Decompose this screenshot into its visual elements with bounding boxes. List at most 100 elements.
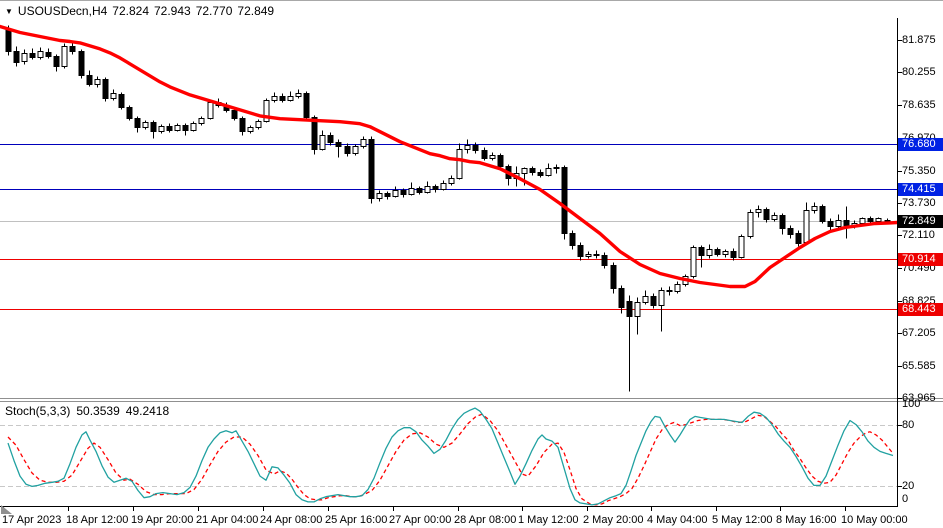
stoch-axis-label: 80 xyxy=(902,419,915,431)
candle-bull xyxy=(255,121,262,128)
price-badge: 70.914 xyxy=(898,253,943,266)
time-axis-label: 4 May 04:00 xyxy=(647,514,708,526)
candle-bear xyxy=(561,167,568,234)
time-axis-label: 10 May 00:00 xyxy=(841,514,908,526)
time-axis-label: 8 May 16:00 xyxy=(776,514,837,526)
candle-bull xyxy=(408,188,415,195)
candle-bull xyxy=(553,167,560,169)
candle-bear xyxy=(166,126,173,131)
candle-bear xyxy=(666,290,673,292)
candle-bull xyxy=(456,149,463,179)
price-axis-label: 81.875 xyxy=(902,34,936,46)
candle-bull xyxy=(803,210,810,243)
stoch-signal-line xyxy=(7,413,894,506)
candle-bull xyxy=(755,209,762,213)
candle-bear xyxy=(601,255,608,266)
price-axis-label: 78.635 xyxy=(902,99,936,111)
candle-bull xyxy=(37,51,44,58)
candle-bear xyxy=(5,30,12,52)
candle-bull xyxy=(706,249,713,256)
price-badge: 76.680 xyxy=(898,138,943,151)
candle-bull xyxy=(207,102,214,119)
candle-bear xyxy=(231,110,238,119)
price-axis-label: 73.730 xyxy=(902,197,936,209)
symbol-timeframe: USOUSDecn,H4 xyxy=(17,4,108,18)
candle-bear xyxy=(102,79,109,99)
stoch-name: Stoch(5,3,3) xyxy=(5,404,71,418)
candle-bear xyxy=(779,215,786,229)
time-axis-label: 24 Apr 08:00 xyxy=(260,514,323,526)
stoch-main-value: 50.3539 xyxy=(76,404,120,418)
candle-bear xyxy=(29,53,36,58)
candle-bear xyxy=(327,135,334,143)
candle-bear xyxy=(698,247,705,256)
stoch-indicator-label: Stoch(5,3,3) 50.3539 49.2418 xyxy=(5,404,169,418)
ohlc-open: 72.824 xyxy=(112,4,149,18)
candle-bear xyxy=(182,125,189,131)
candle-bull xyxy=(521,168,528,174)
candle-bull xyxy=(158,126,165,132)
time-axis-label: 18 Apr 12:00 xyxy=(66,514,129,526)
candle-bear xyxy=(279,96,286,101)
symbol-dropdown-icon[interactable]: ▼ xyxy=(5,7,13,16)
price-axis-label: 80.255 xyxy=(902,66,936,78)
candle-bear xyxy=(819,206,826,222)
price-badge: 74.415 xyxy=(898,183,943,196)
candle-bear xyxy=(537,172,544,176)
time-axis-label: 5 May 12:00 xyxy=(712,514,773,526)
candle-bear xyxy=(400,190,407,195)
candle-bull xyxy=(811,206,818,211)
candle-bull xyxy=(634,302,641,317)
time-axis-label: 19 Apr 20:00 xyxy=(131,514,194,526)
candle-bull xyxy=(545,168,552,176)
candle-bear xyxy=(239,118,246,132)
candle-bear xyxy=(472,145,479,151)
candle-bear xyxy=(335,142,342,147)
candle-bear xyxy=(53,56,60,67)
time-axis-label: 27 Apr 00:00 xyxy=(389,514,452,526)
candle-bear xyxy=(867,218,874,222)
candle-bear xyxy=(843,220,850,226)
ma-line xyxy=(0,24,899,289)
candle-bull xyxy=(738,236,745,258)
candle-bear xyxy=(618,288,625,308)
candle-bear xyxy=(593,254,600,256)
candle-bear xyxy=(497,155,504,167)
candle-bull xyxy=(247,127,254,132)
price-axis-label: 72.110 xyxy=(902,229,935,241)
candle-bull xyxy=(859,218,866,224)
price-axis-label: 67.205 xyxy=(902,327,936,339)
candle-bear xyxy=(126,107,133,119)
candle-bear xyxy=(795,233,802,244)
chart-title: ▼ USOUSDecn,H4 72.824 72.943 72.770 72.849 xyxy=(5,4,274,18)
candle-bear xyxy=(118,94,125,108)
candle-bull xyxy=(875,218,882,222)
candle-bear xyxy=(311,117,318,150)
candle-bull xyxy=(21,53,28,62)
ohlc-close: 72.849 xyxy=(237,4,275,18)
candle-bull xyxy=(287,96,294,101)
candle-bull xyxy=(295,93,302,97)
candle-bull xyxy=(319,135,326,150)
candle-bull xyxy=(174,125,181,131)
candle-bull xyxy=(94,79,101,85)
stoch-main-line xyxy=(7,407,894,506)
candle-bear xyxy=(86,75,93,85)
candle-bear xyxy=(714,249,721,255)
candle-bear xyxy=(569,233,576,246)
price-axis-label: 63.965 xyxy=(902,392,936,404)
candle-bear xyxy=(730,251,737,258)
candle-bear xyxy=(481,150,488,159)
time-axis-label: 17 Apr 2023 xyxy=(2,514,62,526)
candle-bear xyxy=(150,122,157,132)
candle-bear xyxy=(303,93,310,118)
panel-resize-grip[interactable] xyxy=(1,505,12,514)
price-badge: 68.443 xyxy=(898,303,943,316)
ohlc-low: 72.770 xyxy=(195,4,233,18)
stoch-axis-label: 0 xyxy=(902,493,909,505)
candle-bull xyxy=(722,251,729,255)
candle-bear xyxy=(650,296,657,306)
time-axis-label: 21 Apr 04:00 xyxy=(196,514,259,526)
candle-bear xyxy=(610,265,617,289)
